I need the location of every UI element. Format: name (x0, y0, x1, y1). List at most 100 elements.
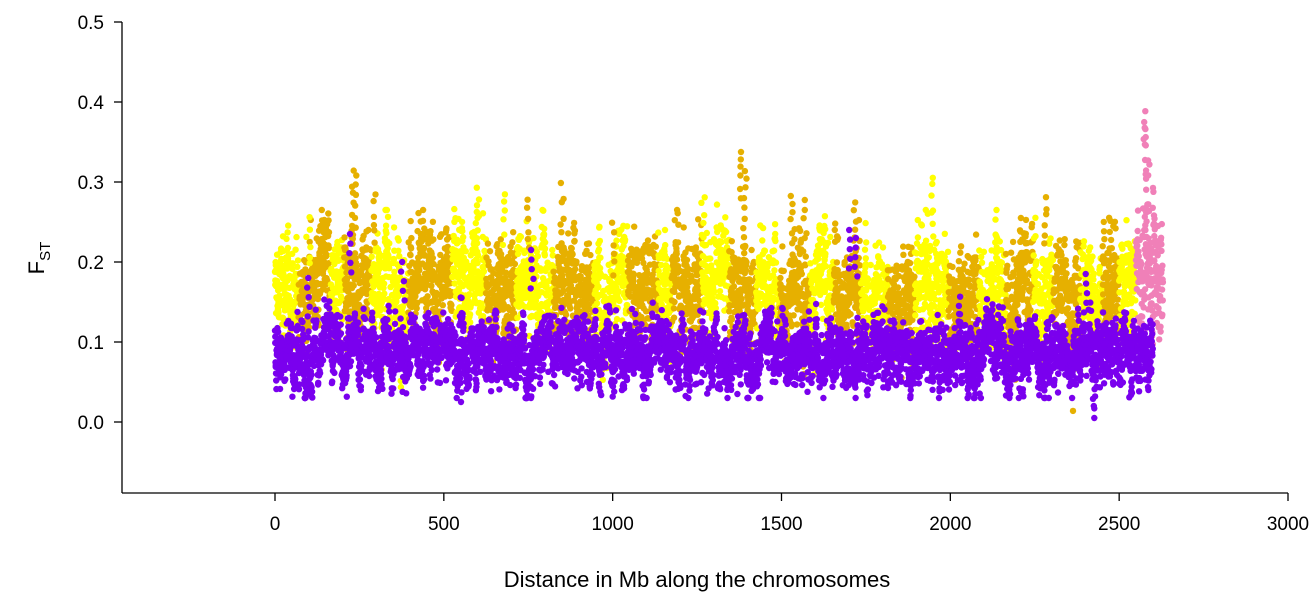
data-point (670, 305, 678, 312)
data-point (595, 283, 602, 290)
data-point (1027, 306, 1034, 314)
x-tick-label: 3000 (1267, 514, 1309, 535)
data-point (831, 226, 838, 234)
data-point (918, 222, 926, 229)
data-point (306, 238, 313, 246)
data-point (595, 246, 603, 253)
data-point (772, 259, 780, 266)
data-point (386, 240, 393, 247)
y-tick-label: 0.0 (78, 413, 104, 434)
data-point (992, 216, 999, 223)
data-point (655, 229, 662, 236)
data-point (695, 216, 702, 223)
data-point (567, 305, 574, 312)
data-point (821, 213, 829, 220)
data-point (847, 310, 854, 318)
data-point (911, 273, 918, 280)
data-point (284, 229, 291, 236)
y-tick-label: 0.2 (78, 253, 104, 274)
data-point (906, 259, 914, 267)
data-point (289, 265, 296, 273)
data-point (1022, 230, 1029, 237)
data-point (541, 225, 548, 232)
data-point (722, 214, 729, 221)
data-point (419, 217, 427, 224)
data-point (294, 257, 302, 264)
data-point (797, 227, 804, 235)
data-point (486, 248, 494, 255)
data-point (864, 276, 872, 283)
data-point (428, 282, 435, 289)
data-point (407, 217, 414, 225)
data-point (680, 224, 687, 231)
data-point (585, 240, 593, 247)
data-point (914, 234, 922, 241)
data-point (1032, 233, 1039, 240)
data-point (779, 243, 786, 250)
data-point (429, 254, 436, 262)
data-point (541, 239, 549, 246)
data-point (955, 258, 963, 265)
x-axis-ticks: 0 500 1000 1500 2000 2500 3000 (270, 493, 1309, 535)
data-point (382, 222, 390, 229)
data-point (644, 237, 652, 244)
data-point (930, 233, 937, 240)
data-point (621, 236, 629, 243)
data-point (862, 219, 869, 227)
data-point (759, 224, 767, 232)
data-point (743, 258, 750, 266)
data-point (996, 238, 1003, 245)
data-point (509, 239, 516, 246)
data-point (957, 249, 964, 256)
data-point (570, 219, 578, 227)
data-point (692, 244, 700, 251)
data-point (343, 276, 351, 283)
data-point (462, 248, 469, 255)
data-point (569, 251, 576, 258)
data-point (1030, 252, 1037, 259)
data-point (790, 312, 797, 319)
data-point (1033, 258, 1040, 265)
data-point (630, 271, 637, 278)
data-point (467, 319, 474, 326)
data-point (812, 310, 819, 317)
data-point (713, 201, 721, 208)
data-point (351, 250, 359, 257)
data-point (364, 281, 371, 289)
data-point (346, 308, 354, 315)
data-point (360, 232, 367, 240)
data-point (460, 233, 467, 241)
data-point (596, 264, 604, 272)
data-point (674, 210, 681, 217)
data-point (624, 223, 631, 230)
x-tick-label: 1000 (592, 514, 634, 535)
data-point (517, 233, 525, 240)
data-point (862, 255, 869, 262)
data-point (772, 237, 779, 245)
y-tick-label: 0.1 (78, 333, 104, 354)
data-point (541, 245, 549, 252)
data-point (325, 210, 332, 217)
data-point (294, 263, 301, 270)
data-point (993, 206, 1000, 214)
data-point (571, 237, 578, 245)
data-point (571, 227, 579, 234)
data-point (824, 239, 832, 246)
data-point (427, 228, 434, 235)
data-point (424, 293, 431, 300)
data-point (710, 288, 718, 295)
data-point (861, 246, 869, 253)
data-point (822, 226, 829, 233)
data-point (451, 205, 458, 213)
data-point (674, 239, 682, 246)
data-point (761, 247, 769, 254)
data-point (292, 246, 299, 253)
data-point (1014, 301, 1021, 308)
data-point (365, 226, 372, 234)
data-point (662, 241, 669, 249)
y-tick-label: 0.5 (78, 13, 104, 34)
data-point (879, 244, 887, 251)
data-point (419, 206, 427, 214)
data-point (900, 251, 907, 258)
data-point (289, 260, 296, 267)
